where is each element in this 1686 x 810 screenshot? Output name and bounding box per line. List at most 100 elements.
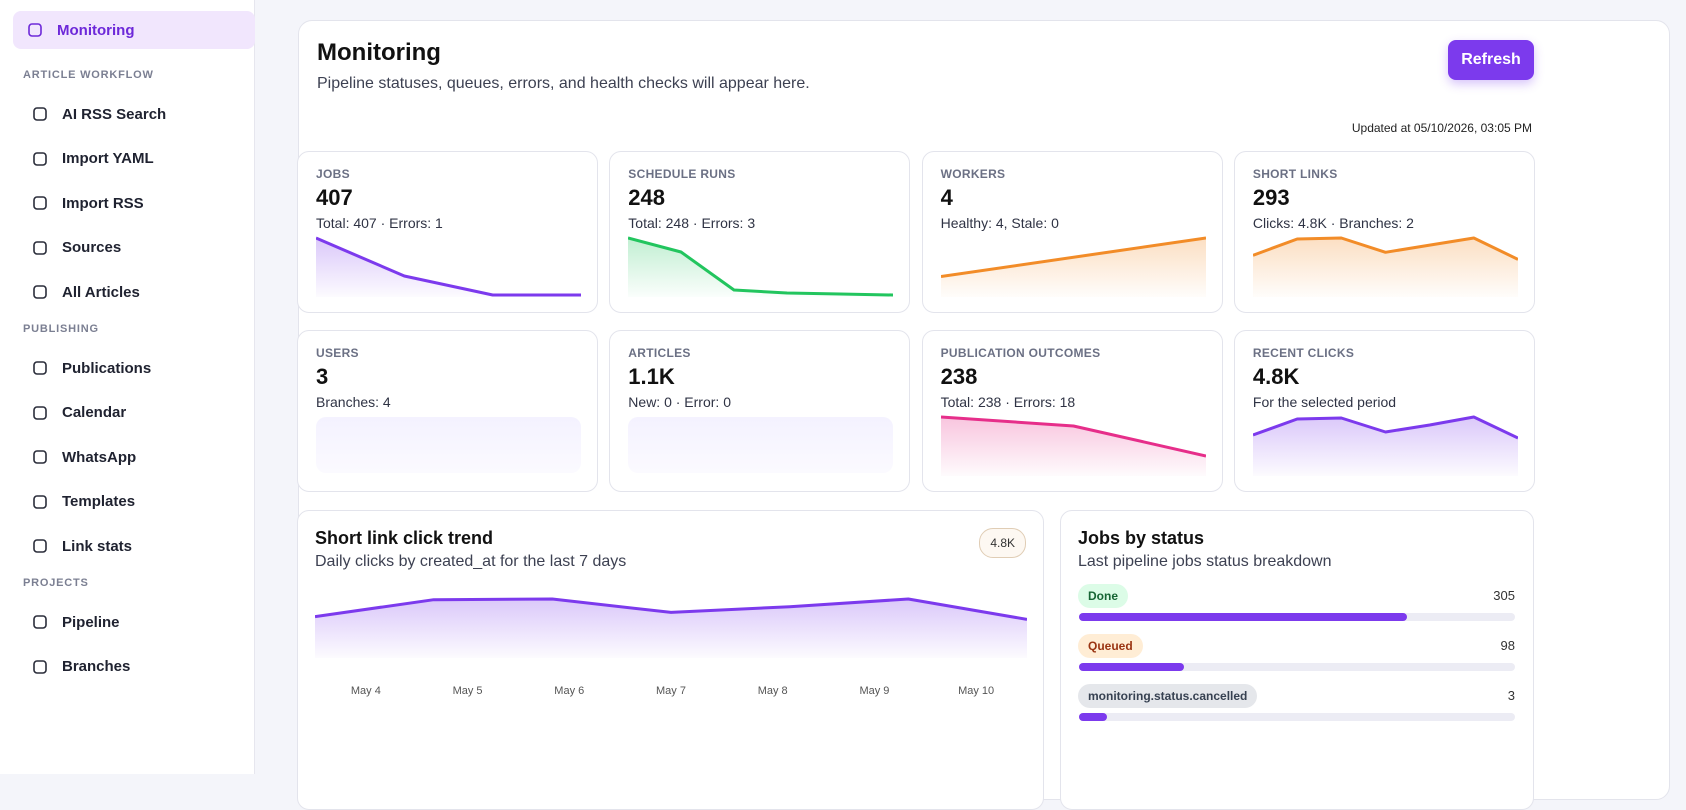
status-badge: Done (1078, 584, 1128, 608)
nav-item[interactable]: Calendar (13, 394, 255, 432)
bar (1079, 613, 1407, 621)
nav-icon (33, 240, 47, 255)
spark-area (1252, 417, 1518, 476)
card-label: RECENT CLICKS (1252, 346, 1355, 360)
card-value: 248 (628, 185, 666, 210)
spark-placeholder (628, 417, 894, 473)
spark-area (628, 238, 894, 297)
nav-icon (33, 615, 47, 629)
nav-label: Pipeline (62, 613, 120, 631)
icon-shape (33, 494, 47, 509)
nav-icon (33, 285, 47, 300)
stat-card: RECENT CLICKS 4.8K For the selected period (1233, 330, 1535, 492)
nav-label: Sources (62, 239, 122, 257)
spark-line (316, 236, 581, 297)
card-detail: For the selected period (1252, 394, 1397, 410)
card-value: 4 (940, 185, 953, 210)
nav-item-active[interactable]: Monitoring (13, 11, 255, 49)
bar-track (1079, 713, 1515, 721)
card-detail: New: 0 · Error: 0 (628, 394, 731, 410)
stat-card: SCHEDULE RUNS 248 Total: 248 · Errors: 3 (609, 151, 911, 313)
icon-shape (33, 539, 47, 554)
card-label: WORKERS (940, 167, 1006, 181)
card-detail: Total: 407 · Errors: 1 (316, 215, 443, 231)
card-value: 293 (1252, 185, 1290, 210)
x-tick-label: May 4 (350, 685, 381, 697)
icon-shape (33, 285, 47, 300)
sparkline (1252, 236, 1518, 297)
card-label: PUBLICATION OUTCOMES (940, 346, 1101, 360)
card-detail: Total: 248 · Errors: 3 (628, 215, 756, 231)
nav-label: Publications (62, 359, 152, 377)
nav-item[interactable]: All Articles (13, 273, 255, 311)
card-value: 4.8K (1252, 364, 1300, 389)
trend-card: Short link click trend Daily clicks by cr… (297, 510, 1044, 810)
section-title: PUBLISHING (23, 323, 99, 335)
nav-icon (33, 405, 47, 420)
icon-shape (33, 405, 47, 420)
stat-card: JOBS 407 Total: 407 · Errors: 1 (297, 151, 598, 313)
icon-shape (33, 615, 47, 629)
nav-item[interactable]: Publications (13, 349, 255, 387)
spark-line (1252, 415, 1518, 440)
sparkline (940, 236, 1206, 297)
stat-card: ARTICLES 1.1K New: 0 · Error: 0 (609, 330, 911, 492)
x-tick-label: May 6 (554, 685, 585, 697)
spark-area (315, 599, 1027, 658)
x-tick-label: May 9 (859, 685, 890, 697)
card-label: SHORT LINKS (1252, 167, 1338, 181)
refresh-button[interactable]: Refresh (1448, 40, 1534, 80)
nav-icon (33, 659, 47, 674)
card-value: 238 (940, 364, 978, 389)
icon-shape (33, 450, 47, 464)
x-tick-label: May 7 (656, 685, 686, 697)
nav-item[interactable]: Link stats (13, 527, 255, 565)
spark-line (628, 236, 894, 297)
nav-icon (33, 107, 47, 121)
card-detail: Total: 238 · Errors: 18 (940, 394, 1076, 410)
nav-icon (33, 539, 47, 554)
stat-card: SHORT LINKS 293 Clicks: 4.8K · Branches: 2 (1233, 151, 1535, 313)
status-count: 3 (1507, 688, 1515, 703)
spark-area (940, 417, 1206, 476)
nav-item[interactable]: Templates (13, 483, 255, 521)
stat-card: PUBLICATION OUTCOMES 238 Total: 238 · Erro… (921, 330, 1223, 492)
status-subtitle: Last pipeline jobs status breakdown (1078, 553, 1332, 570)
nav-icon (33, 196, 47, 210)
stat-card: USERS 3 Branches: 4 (297, 330, 598, 492)
spark-line (315, 597, 1027, 621)
spark-placeholder (316, 417, 581, 473)
card-value: 3 (316, 364, 329, 389)
card-detail: Branches: 4 (316, 394, 391, 410)
nav-label: Calendar (62, 404, 127, 422)
nav-item[interactable]: Pipeline (13, 603, 255, 641)
nav-item[interactable]: AI RSS Search (13, 95, 255, 133)
page-subtitle: Pipeline statuses, queues, errors, and h… (317, 75, 810, 92)
nav-label: WhatsApp (62, 448, 137, 466)
status-badge: Queued (1078, 634, 1143, 658)
spark-line (940, 415, 1206, 458)
nav-label: Import YAML (62, 150, 154, 168)
card-detail: Healthy: 4, Stale: 0 (940, 215, 1059, 231)
x-tick-label: May 10 (958, 685, 995, 697)
sparkline (315, 597, 1027, 658)
nav-label: Templates (62, 493, 136, 511)
nav-item[interactable]: WhatsApp (13, 438, 255, 476)
bar-track (1079, 663, 1515, 671)
nav-item[interactable]: Branches (13, 648, 255, 686)
icon-shape (33, 196, 47, 210)
sidebar: Monitoring ARTICLE WORKFLOW AI RSS Search I… (0, 0, 255, 774)
nav-item[interactable]: Sources (13, 229, 255, 267)
icon-shape (33, 659, 47, 674)
status-card: Jobs by status Last pipeline jobs status … (1060, 510, 1534, 810)
card-detail: Clicks: 4.8K · Branches: 2 (1252, 215, 1414, 231)
nav-label: All Articles (62, 283, 140, 301)
nav-item[interactable]: Import YAML (13, 140, 255, 178)
nav-label: AI RSS Search (62, 105, 167, 123)
status-count: 98 (1500, 638, 1515, 653)
status-badge: monitoring.status.cancelled (1078, 684, 1258, 708)
updated-at: Updated at 05/10/2026, 03:05 PM (1351, 121, 1532, 135)
spark-area (940, 238, 1206, 297)
nav-item[interactable]: Import RSS (13, 184, 255, 222)
